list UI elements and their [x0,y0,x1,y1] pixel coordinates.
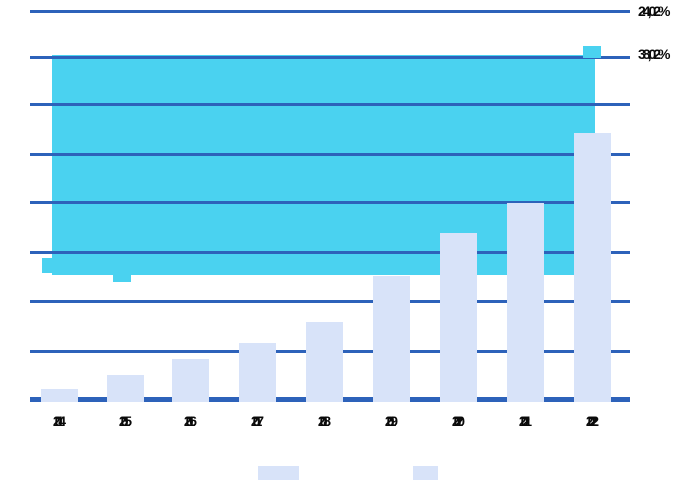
gridline [30,201,630,204]
highlight-block [52,54,595,276]
legend-swatch [413,466,438,480]
bar [373,276,410,402]
x-axis-label: 2016 [183,413,197,429]
bar [107,374,144,402]
bar [306,322,343,402]
gridline [30,10,630,13]
gridline [30,56,630,59]
data-label-bottom: 38,02% [638,46,671,62]
x-axis-label: 2017 [250,413,264,429]
legend-swatch [258,466,299,480]
x-axis-label: 2021 [518,413,532,429]
bar [507,203,544,402]
x-axis-label: 2020 [451,413,465,429]
x-axis-label: 2019 [384,413,398,429]
x-axis-label: 2018 [317,413,331,429]
highlight-block-cap [583,46,601,58]
bar [440,233,477,402]
x-axis-label: 2014 [52,413,66,429]
bar [574,132,611,402]
gridline [30,153,630,156]
highlight-block-notch [113,275,131,282]
bar [41,388,78,402]
data-label-top: 24,02% [638,3,671,19]
gridline [30,300,630,303]
highlight-block-notch [42,258,52,273]
x-axis-label: 2015 [118,413,132,429]
bar [172,358,209,402]
x-axis-label: 2022 [585,413,599,429]
gridline [30,251,630,254]
gridline [30,103,630,106]
bar [239,342,276,402]
